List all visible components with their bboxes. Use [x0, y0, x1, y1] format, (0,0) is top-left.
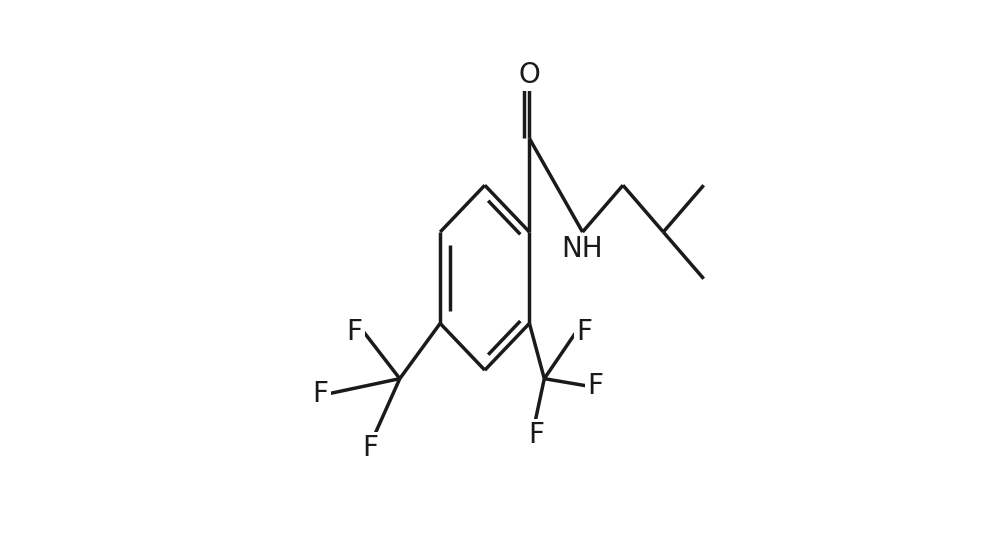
Text: F: F: [528, 421, 544, 449]
Text: F: F: [346, 318, 362, 346]
Text: F: F: [312, 380, 328, 407]
Text: O: O: [518, 61, 540, 89]
Text: F: F: [362, 434, 378, 462]
Text: F: F: [587, 372, 603, 400]
Text: F: F: [576, 318, 591, 346]
Text: NH: NH: [562, 235, 603, 263]
